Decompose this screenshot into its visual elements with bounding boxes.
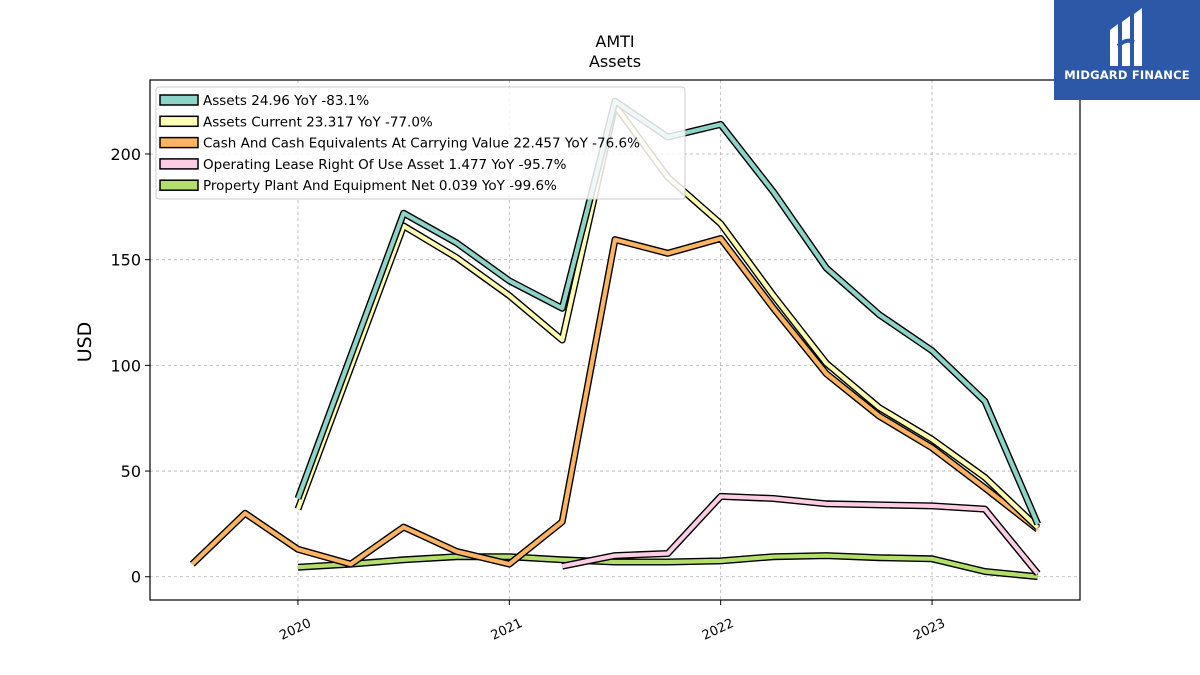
chart-subtitle: Assets bbox=[589, 52, 641, 71]
legend-entry: Property Plant And Equipment Net 0.039 Y… bbox=[203, 178, 557, 194]
y-tick-label: 0 bbox=[131, 568, 141, 587]
midgard-finance-logo: MIDGARD FINANCE bbox=[1054, 0, 1200, 100]
x-tick-label: 2023 bbox=[911, 616, 947, 644]
legend-box bbox=[155, 86, 686, 200]
y-tick-label: 200 bbox=[110, 145, 141, 164]
x-tick-label: 2020 bbox=[277, 616, 313, 644]
series-cash-and-cash-equivalents-at-carrying-value bbox=[189, 235, 1040, 568]
series-operating-lease-right-of-use-asset bbox=[561, 492, 1041, 576]
series-line bbox=[297, 553, 1038, 579]
series-line bbox=[296, 103, 1040, 530]
legend-swatch bbox=[159, 136, 199, 149]
legend-entry: Assets Current 23.317 YoY -77.0% bbox=[203, 114, 433, 130]
legend-swatch bbox=[159, 94, 199, 106]
series-assets-current bbox=[294, 101, 1041, 531]
series-property-plant-and-equipment-net bbox=[297, 552, 1039, 581]
series-assets bbox=[294, 97, 1041, 526]
legend-swatch bbox=[159, 115, 199, 128]
series-line bbox=[190, 236, 1039, 567]
chart-title: AMTI bbox=[595, 32, 634, 51]
logo-text: MIDGARD FINANCE bbox=[1064, 68, 1190, 82]
series-line-outline bbox=[189, 235, 1040, 568]
legend-entry: Operating Lease Right Of Use Asset 1.477… bbox=[203, 157, 567, 173]
series-line bbox=[296, 98, 1040, 525]
y-axis-ticks: 0 50 100 150 200 bbox=[110, 145, 150, 587]
legend-entry: Assets 24.96 YoY -83.1% bbox=[203, 93, 369, 109]
x-tick-label: 2021 bbox=[489, 616, 525, 644]
series-layer bbox=[189, 97, 1041, 581]
legend-swatch bbox=[159, 158, 199, 170]
legend: Assets 24.96 YoY -83.1% Assets Current 23… bbox=[155, 86, 686, 200]
legend-swatch bbox=[159, 179, 199, 191]
plot-frame bbox=[149, 79, 1081, 601]
x-axis-ticks: 2020 2021 2022 2023 bbox=[277, 600, 948, 644]
y-tick-label: 100 bbox=[110, 356, 141, 375]
y-tick-label: 150 bbox=[110, 251, 141, 270]
legend-entry: Cash And Cash Equivalents At Carrying Va… bbox=[203, 136, 640, 152]
midgard-logo-icon bbox=[1110, 8, 1142, 66]
series-line bbox=[561, 494, 1040, 575]
y-tick-label: 50 bbox=[121, 462, 141, 481]
x-tick-label: 2022 bbox=[700, 616, 736, 644]
y-axis-label: USD bbox=[74, 322, 96, 363]
